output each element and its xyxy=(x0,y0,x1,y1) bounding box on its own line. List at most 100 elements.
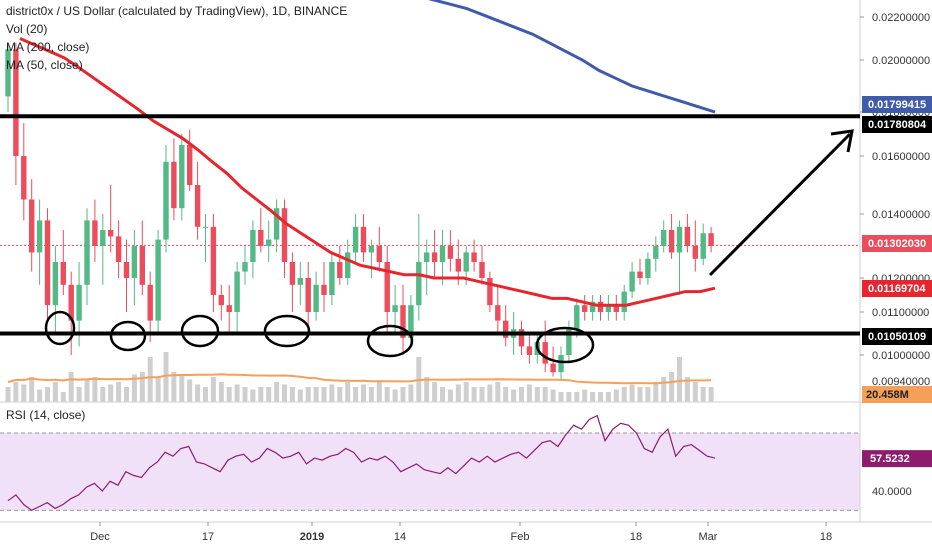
candle-body xyxy=(574,305,580,330)
volume-bar xyxy=(487,384,493,402)
annotation-circle[interactable] xyxy=(263,314,311,348)
candle-body xyxy=(76,284,82,321)
volume-bar xyxy=(131,374,137,402)
volume-bar xyxy=(669,372,675,402)
candle-body xyxy=(392,305,398,312)
candle-body xyxy=(60,262,66,285)
rsi-badge-label: 57.5232 xyxy=(870,453,910,465)
candle-body xyxy=(668,230,675,253)
candle-body xyxy=(495,305,501,321)
candle-body xyxy=(29,199,35,253)
candle-body xyxy=(558,355,564,373)
candle-body xyxy=(179,145,185,209)
volume-bar xyxy=(124,387,129,402)
candle-body xyxy=(613,305,619,312)
volume-bar xyxy=(479,387,485,402)
annotation-circle[interactable] xyxy=(180,314,220,348)
volume-bar xyxy=(171,372,177,402)
volume-bar xyxy=(52,382,58,402)
volume-bar xyxy=(534,387,540,402)
annotation-arrow-shaft[interactable] xyxy=(708,132,852,277)
annotation-circle[interactable] xyxy=(109,320,147,352)
candle-body xyxy=(155,239,161,321)
price-tick-label: 0.01400000 xyxy=(872,209,930,221)
candle-body xyxy=(242,262,248,272)
candle-body xyxy=(479,262,485,278)
volume-bar xyxy=(629,384,635,402)
price-badge[interactable] xyxy=(862,116,932,133)
volume-bar xyxy=(519,387,524,402)
price-badge-label: 0.01169704 xyxy=(868,283,926,295)
volume-bar xyxy=(76,387,82,402)
annotation-circle[interactable] xyxy=(535,326,595,364)
candle-body xyxy=(5,49,11,97)
candle-body xyxy=(597,301,604,312)
candle-body xyxy=(108,230,114,237)
volume-bar xyxy=(258,387,264,402)
annotation-arrow-head[interactable] xyxy=(830,129,854,153)
price-badge[interactable] xyxy=(862,96,932,113)
axes: 0.010000000.011000000.012000000.01400000… xyxy=(0,0,932,543)
candle-body xyxy=(360,226,367,253)
time-tick-label: 18 xyxy=(820,531,832,543)
candle-body xyxy=(273,208,280,240)
candle-body xyxy=(416,262,422,306)
legend-ma200[interactable]: MA (200, close) xyxy=(6,40,90,54)
candle-body xyxy=(431,252,438,262)
volume-bar xyxy=(566,392,572,402)
volume-bar xyxy=(163,352,169,402)
volume-bar xyxy=(226,387,232,402)
volume-bar xyxy=(392,389,398,402)
volume-bar xyxy=(384,387,390,402)
candle-body xyxy=(566,329,572,355)
volume-bar xyxy=(60,392,66,402)
price-badge-label: 0.01302030 xyxy=(868,238,926,250)
candle-body xyxy=(637,271,643,278)
legend-ma50[interactable]: MA (50, close) xyxy=(6,58,83,72)
price-badge[interactable] xyxy=(862,280,932,297)
volume-bar xyxy=(542,387,548,402)
volume-bar xyxy=(187,379,193,402)
volume-bar xyxy=(266,387,272,402)
candle-body xyxy=(115,236,122,262)
volume-badge[interactable] xyxy=(862,386,932,403)
candle-body xyxy=(313,284,319,312)
time-tick-label: 2019 xyxy=(300,531,324,543)
price-badge-label: 0.01799415 xyxy=(868,99,926,111)
price-badge[interactable] xyxy=(862,328,932,345)
volume-bar xyxy=(661,377,667,402)
volume-bar xyxy=(345,382,351,402)
volume-bar xyxy=(84,379,90,402)
candle-body xyxy=(463,252,469,272)
price-pane xyxy=(0,0,860,381)
volume-bar xyxy=(234,384,240,402)
candle-body xyxy=(447,246,454,259)
annotation-circle[interactable] xyxy=(44,310,76,346)
candle-body xyxy=(424,252,430,262)
volume-bar xyxy=(613,389,619,402)
candle-body xyxy=(376,246,382,262)
legend-volume[interactable]: Vol (20) xyxy=(6,22,48,36)
candle-body xyxy=(645,258,651,278)
volume-bar xyxy=(447,389,453,402)
candle-body xyxy=(621,291,627,312)
volume-bar xyxy=(455,384,461,402)
rsi-badge[interactable] xyxy=(862,450,932,468)
candle-body xyxy=(202,226,209,228)
annotation-circle[interactable] xyxy=(366,324,414,358)
candle-body xyxy=(44,220,51,306)
legend-rsi[interactable]: RSI (14, close) xyxy=(6,408,86,422)
volume-bar xyxy=(337,387,343,402)
legend-symbol-title[interactable]: district0x / US Dollar (calculated by Tr… xyxy=(6,4,348,18)
volume-bar xyxy=(400,387,406,402)
candle-body xyxy=(52,262,59,306)
candle-body xyxy=(131,246,138,278)
candle-body xyxy=(281,208,288,262)
candle-body xyxy=(266,239,272,246)
volume-bar xyxy=(203,387,208,402)
annotations xyxy=(0,114,860,364)
price-badge[interactable] xyxy=(862,235,932,252)
volume-bar xyxy=(321,387,327,402)
